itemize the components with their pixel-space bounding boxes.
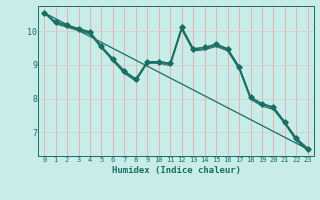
X-axis label: Humidex (Indice chaleur): Humidex (Indice chaleur) [111,166,241,175]
